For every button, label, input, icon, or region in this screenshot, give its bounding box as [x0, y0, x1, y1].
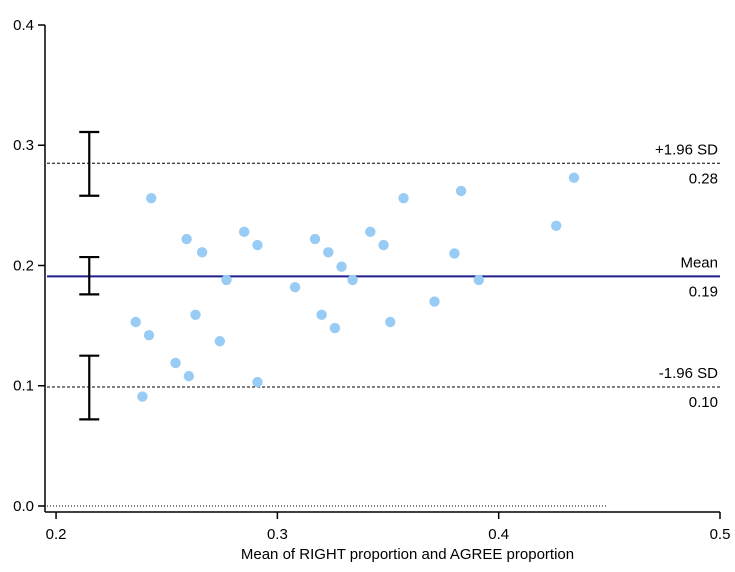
y-tick-label: 0.3	[13, 137, 34, 154]
y-tick-label: 0.1	[13, 378, 34, 395]
y-tick-label: 0.4	[13, 17, 34, 34]
data-point	[347, 274, 358, 286]
data-point	[190, 309, 201, 320]
reference-line-label: Mean	[680, 254, 718, 271]
reference-lines-layer: +1.96 SD 0.28 Mean 0.19 -1.96 SD 0.10	[47, 141, 720, 411]
y-tick-label: 0.0	[13, 498, 34, 515]
data-point	[130, 316, 141, 328]
data-point	[336, 261, 347, 272]
data-point	[551, 220, 562, 232]
axes-layer	[44, 25, 720, 513]
confidence-intervals-layer	[79, 130, 100, 421]
y-tick-label: 0.2	[13, 257, 34, 274]
data-point	[429, 296, 440, 307]
data-points-layer	[130, 172, 580, 402]
data-point	[143, 330, 155, 341]
data-point	[181, 233, 192, 245]
reference-line-label: -1.96 SD	[659, 365, 718, 382]
data-point	[455, 185, 467, 197]
data-point	[378, 239, 389, 251]
data-point	[398, 192, 409, 204]
data-point	[316, 309, 327, 320]
x-tick-label: 0.4	[488, 526, 509, 543]
x-axis-title: Mean of RIGHT proportion and AGREE propo…	[241, 546, 574, 563]
data-point	[146, 192, 157, 204]
data-point	[329, 322, 341, 334]
reference-line-value: 0.19	[689, 283, 718, 300]
data-point	[183, 370, 195, 382]
data-point	[449, 248, 460, 259]
data-point	[365, 226, 376, 238]
x-tick-label: 0.5	[710, 526, 731, 543]
data-point	[252, 376, 263, 388]
data-point	[385, 316, 396, 328]
data-point	[289, 281, 301, 293]
data-point	[473, 274, 484, 286]
y-ticks: 0.0 0.1 0.2 0.3 0.4	[13, 17, 45, 515]
data-point	[214, 336, 226, 347]
data-point	[170, 357, 181, 369]
data-point	[568, 172, 580, 183]
x-ticks: 0.2 0.3 0.4 0.5	[46, 512, 731, 543]
data-point	[196, 247, 208, 258]
reference-line-value: 0.28	[689, 170, 718, 187]
x-tick-label: 0.3	[267, 526, 288, 543]
data-point	[309, 233, 321, 245]
x-tick-label: 0.2	[46, 526, 67, 543]
reference-line-label: +1.96 SD	[655, 141, 718, 158]
data-point	[252, 239, 263, 251]
data-point	[221, 274, 232, 286]
data-point	[323, 247, 334, 258]
data-point	[137, 391, 148, 402]
data-point	[238, 226, 250, 238]
reference-line-value: 0.10	[689, 394, 718, 411]
